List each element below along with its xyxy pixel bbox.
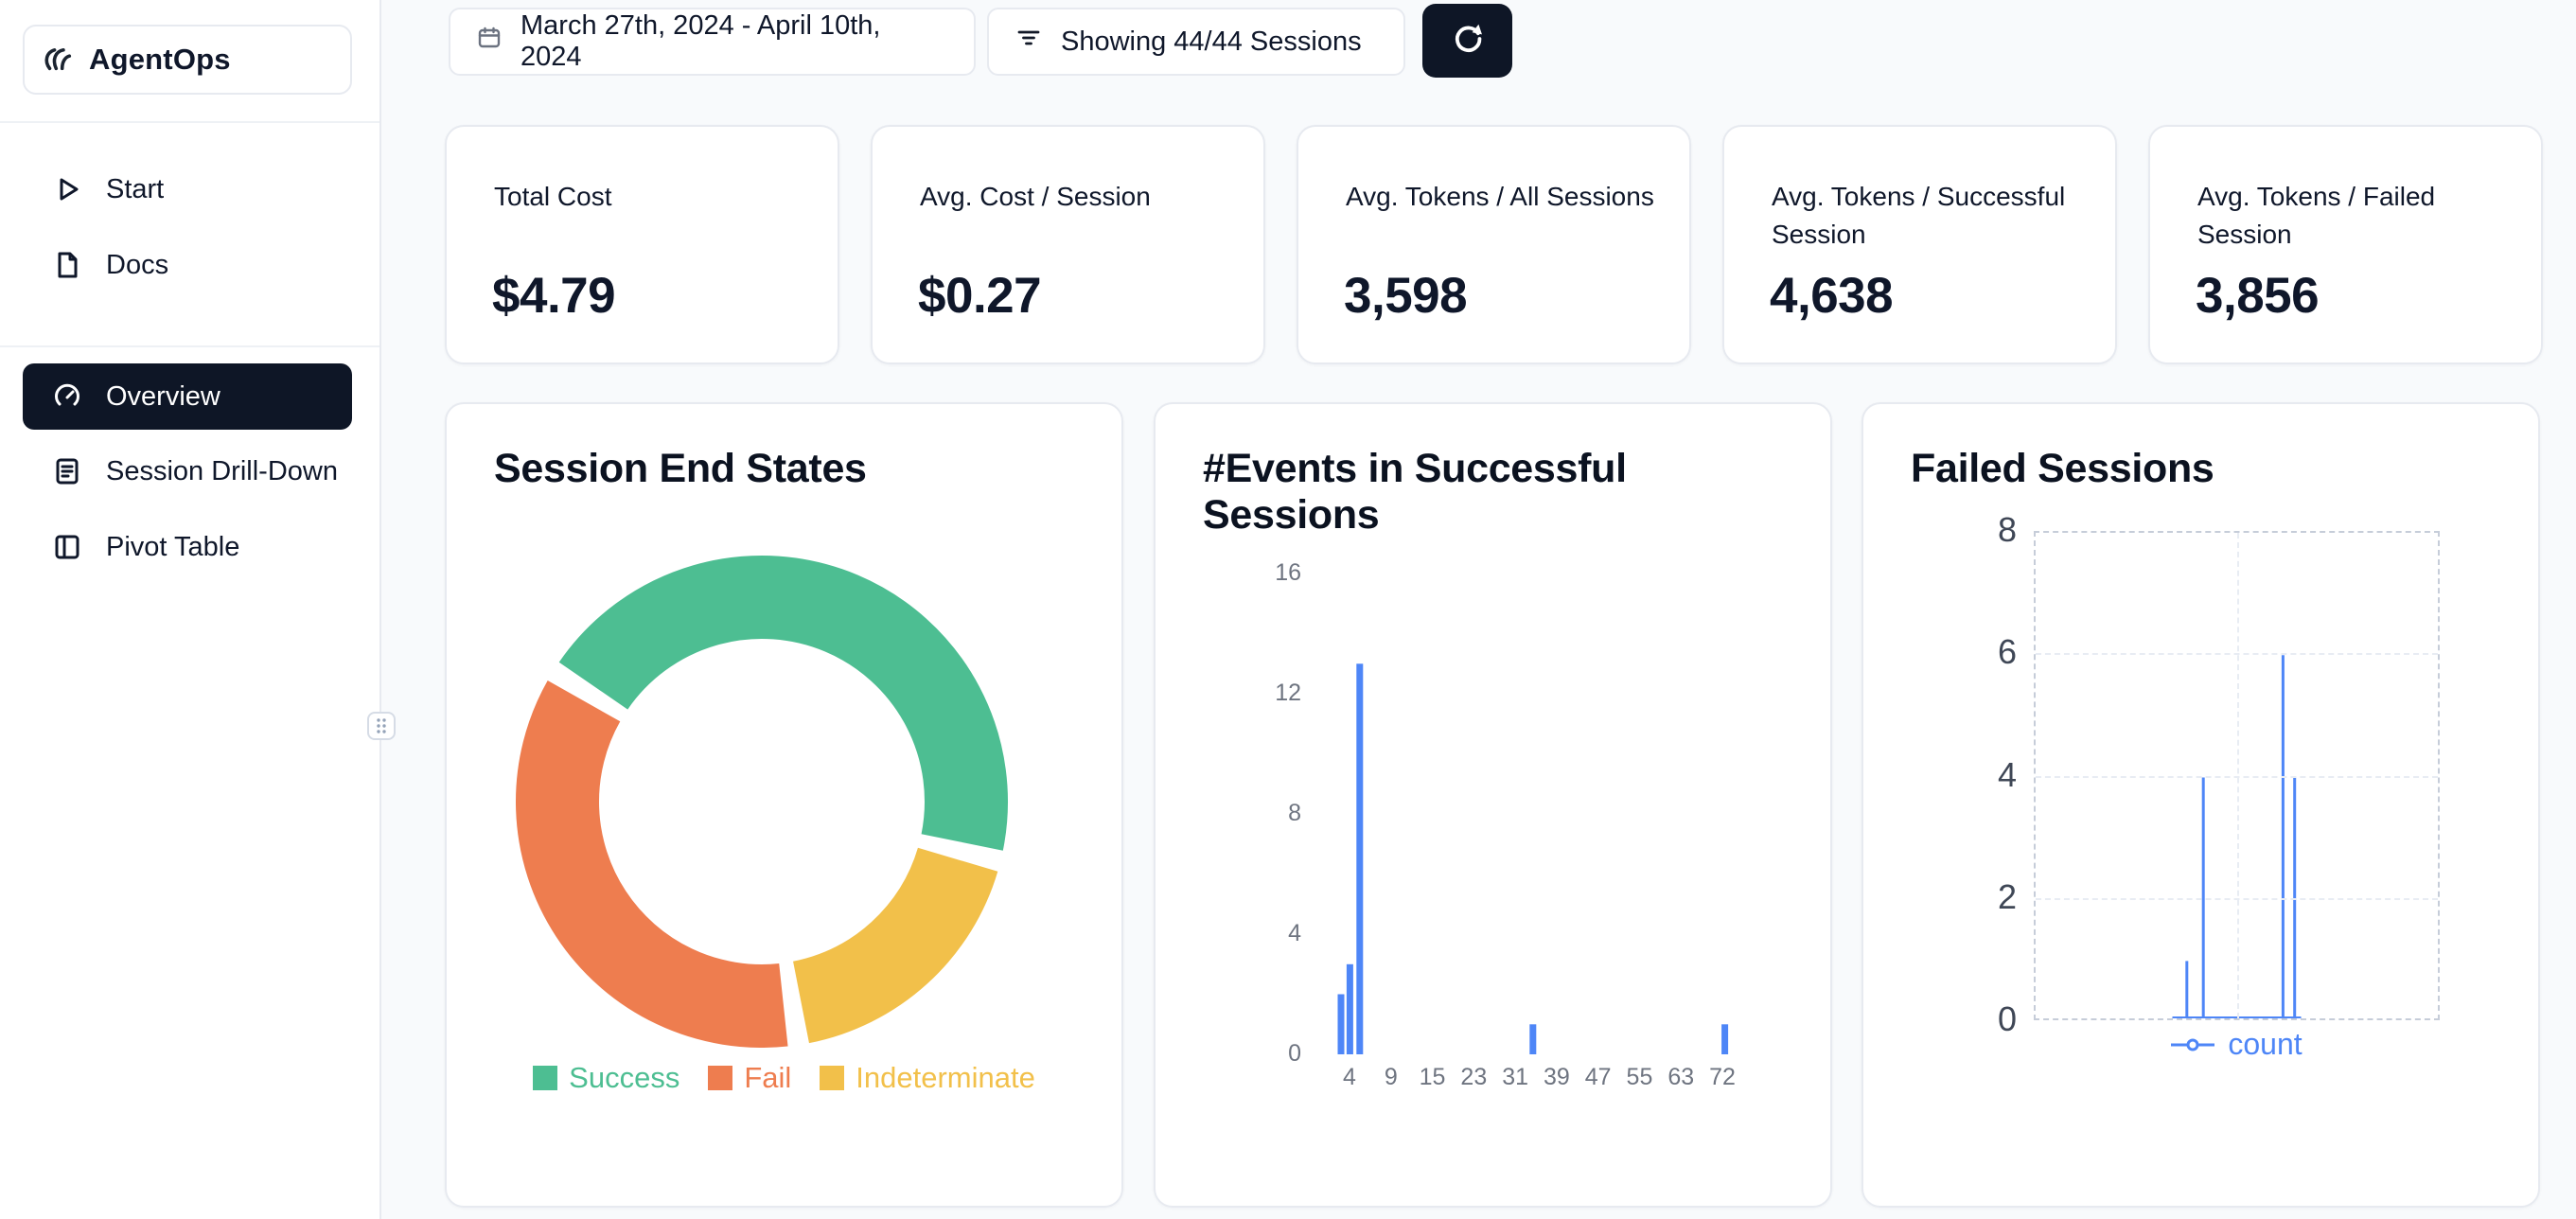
pivot-icon	[51, 531, 83, 563]
sidebar-item-label: Pivot Table	[106, 531, 240, 562]
stat-value: 3,598	[1344, 268, 1468, 324]
legend-swatch	[820, 1066, 845, 1090]
sidebar-divider	[0, 345, 379, 347]
bar-chart-y-axis: 16 12 8 4 0	[1275, 559, 1301, 1067]
legend-label: Indeterminate	[856, 1061, 1035, 1094]
line-series-marker-icon	[2171, 1038, 2215, 1051]
docs-icon	[51, 249, 83, 281]
bar-chart-x-axis: 4 9 15 23 31 39 47 55 63 72	[1343, 1064, 1736, 1090]
sessions-filter-label: Showing 44/44 Sessions	[1061, 26, 1362, 57]
legend-label: Fail	[744, 1061, 792, 1094]
calendar-icon	[477, 26, 502, 58]
line-chart-plot-area	[2034, 531, 2440, 1020]
legend-swatch	[708, 1066, 733, 1090]
chart-title: #Events in Successful Sessions	[1203, 446, 1627, 539]
date-range-picker[interactable]: March 27th, 2024 - April 10th, 2024	[449, 8, 976, 76]
filter-icon	[1015, 25, 1042, 59]
line-legend-label: count	[2228, 1027, 2303, 1061]
sidebar-item-label: Start	[106, 173, 165, 204]
stat-label: Total Cost	[494, 182, 612, 211]
agentops-logo-icon	[42, 44, 74, 76]
sidebar-item-label: Docs	[106, 249, 169, 280]
stat-value: $4.79	[492, 268, 616, 324]
sidebar-item-label: Overview	[106, 380, 221, 412]
donut-legend: Success Fail Indeterminate	[447, 1061, 1121, 1095]
stat-card-avg-tokens-successful: Avg. Tokens / Successful Session 4,638	[1722, 125, 2117, 364]
refresh-button[interactable]	[1422, 4, 1512, 78]
refresh-icon	[1450, 21, 1486, 62]
events-in-successful-sessions-card: #Events in Successful Sessions 16 12 8 4 0 4…	[1154, 402, 1832, 1208]
stats-row: Total Cost $4.79 Avg. Cost / Session $0.…	[445, 125, 2543, 364]
sidebar-resize-handle[interactable]	[367, 712, 396, 740]
play-icon	[51, 173, 83, 205]
sidebar-divider	[0, 121, 379, 123]
stat-card-total-cost: Total Cost $4.79	[445, 125, 839, 364]
stat-card-avg-cost-session: Avg. Cost / Session $0.27	[871, 125, 1265, 364]
chart-title: Session End States	[494, 446, 867, 491]
gauge-icon	[51, 380, 83, 413]
session-end-states-card: Session End States Success Fail Indeterm…	[445, 402, 1123, 1208]
sidebar-item-label: Session Drill-Down	[106, 455, 338, 486]
donut-chart	[516, 556, 1008, 1048]
date-range-label: March 27th, 2024 - April 10th, 2024	[520, 10, 881, 72]
legend-item-fail[interactable]: Fail	[708, 1061, 791, 1095]
legend-item-indeterminate[interactable]: Indeterminate	[820, 1061, 1035, 1095]
sidebar-item-session-drill-down[interactable]: Session Drill-Down	[23, 441, 352, 502]
line-legend-count[interactable]: count	[2034, 1027, 2440, 1062]
legend-swatch	[533, 1066, 558, 1090]
stat-label: Avg. Tokens / Successful Session	[1772, 182, 2066, 249]
stat-value: 3,856	[2196, 268, 2320, 324]
legend-item-success[interactable]: Success	[533, 1061, 679, 1095]
chart-title: Failed Sessions	[1911, 446, 2214, 491]
stat-value: $0.27	[918, 268, 1042, 324]
stat-value: 4,638	[1770, 268, 1894, 324]
sessions-icon	[51, 455, 83, 487]
stat-label: Avg. Tokens / All Sessions	[1346, 182, 1654, 211]
sidebar-item-pivot-table[interactable]: Pivot Table	[23, 517, 352, 577]
sidebar-item-start[interactable]: Start	[23, 159, 352, 220]
sidebar-item-overview[interactable]: Overview	[23, 363, 352, 430]
stat-label: Avg. Cost / Session	[920, 182, 1151, 211]
sidebar: AgentOps Start Docs Overview	[0, 0, 381, 1219]
bar-chart	[1337, 663, 1729, 1054]
app-title: AgentOps	[89, 43, 231, 76]
app-logo[interactable]: AgentOps	[23, 25, 352, 95]
legend-label: Success	[569, 1061, 680, 1094]
stat-card-avg-tokens-all: Avg. Tokens / All Sessions 3,598	[1297, 125, 1691, 364]
stat-card-avg-tokens-failed: Avg. Tokens / Failed Session 3,856	[2148, 125, 2543, 364]
stat-label: Avg. Tokens / Failed Session	[2197, 182, 2436, 249]
sidebar-item-docs[interactable]: Docs	[23, 235, 352, 295]
grip-dots-icon	[377, 718, 386, 733]
sessions-filter-button[interactable]: Showing 44/44 Sessions	[987, 8, 1405, 76]
line-chart	[2172, 655, 2302, 1018]
